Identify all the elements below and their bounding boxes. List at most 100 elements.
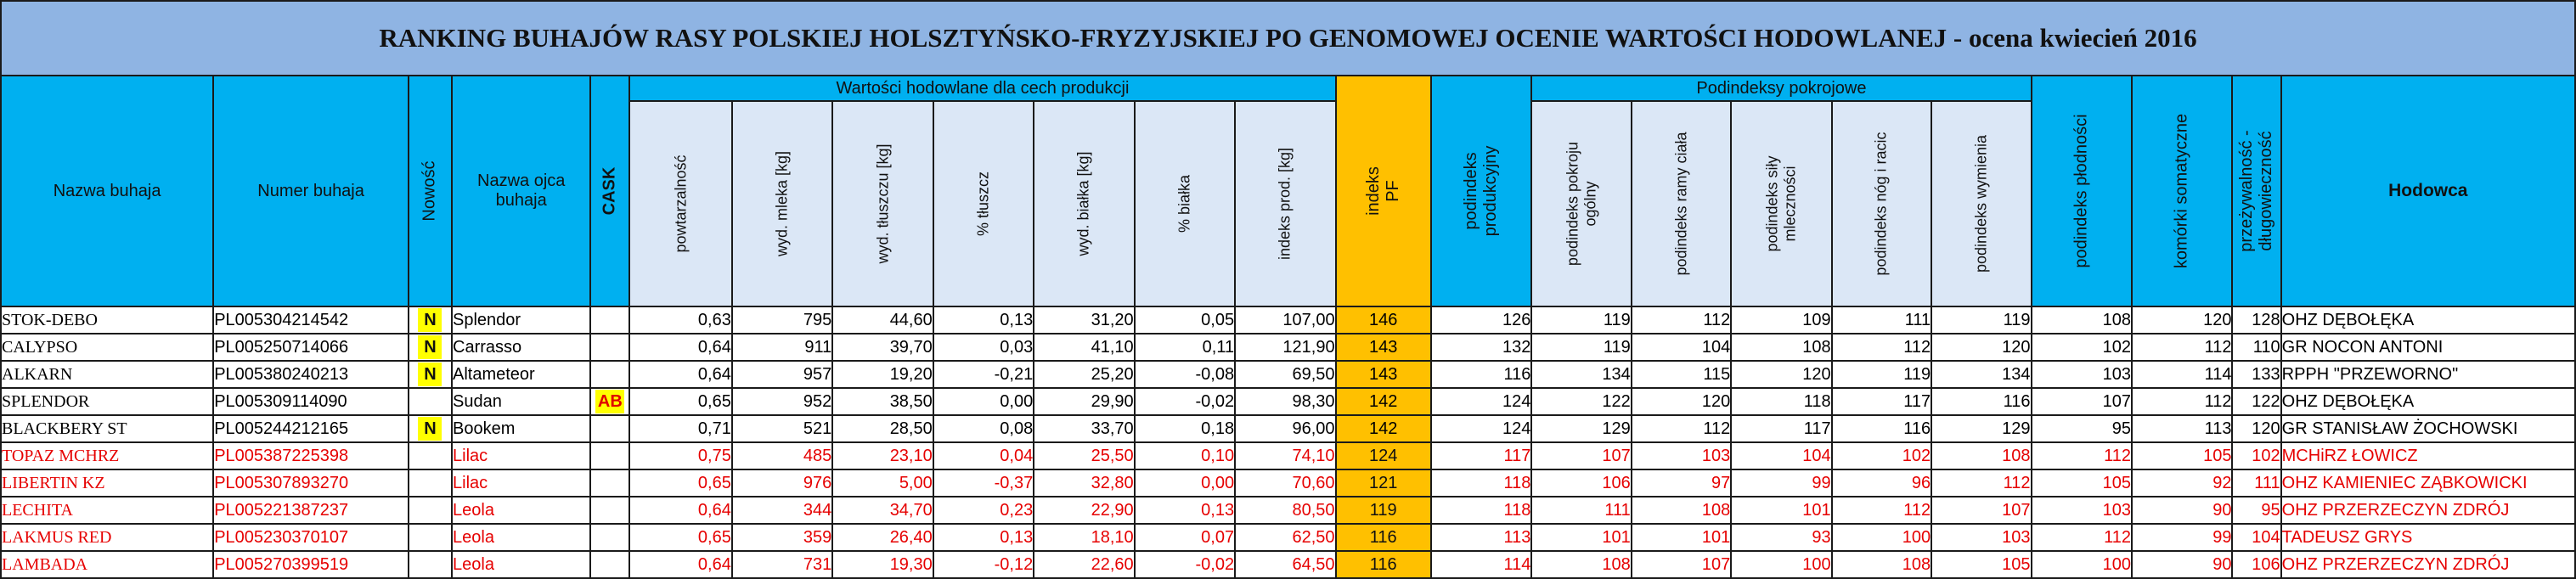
header-fertility[interactable]: podindeks płodności <box>2030 75 2134 307</box>
cell-fat[interactable]: 23,10 <box>831 441 934 470</box>
cell-repeat[interactable]: 0,64 <box>628 360 733 389</box>
cell-longevity[interactable]: 110 <box>2231 333 2282 362</box>
cell-breeder[interactable]: OHZ PRZERZECZYN ZDRÓJ <box>2280 496 2576 525</box>
cell-protein[interactable]: 29,90 <box>1033 387 1136 416</box>
cell-strength[interactable]: 117 <box>1730 414 1833 443</box>
cell-udder[interactable]: 108 <box>1931 441 2032 470</box>
cell-number[interactable]: PL005230370107 <box>212 523 409 552</box>
cell-fat-pct[interactable]: 0,04 <box>932 441 1035 470</box>
cell-new[interactable] <box>407 523 454 552</box>
cell-name[interactable]: LECHITA <box>0 496 215 525</box>
cell-fat-pct[interactable]: -0,12 <box>932 550 1035 579</box>
cell-frame[interactable]: 104 <box>1630 333 1733 362</box>
cell-protein[interactable]: 33,70 <box>1033 414 1136 443</box>
cell-number[interactable]: PL005304214542 <box>212 306 409 334</box>
cell-protein-pct[interactable]: 0,05 <box>1133 306 1237 334</box>
cell-legs[interactable]: 116 <box>1830 414 1933 443</box>
cell-prod-index[interactable]: 70,60 <box>1234 469 1337 497</box>
cell-protein-pct[interactable]: 0,10 <box>1133 441 1237 470</box>
header-pf-index[interactable]: indeks PF <box>1334 75 1432 307</box>
cell-cask[interactable] <box>589 469 631 497</box>
cell-protein-pct[interactable]: -0,02 <box>1133 550 1237 579</box>
cell-protein-pct[interactable]: 0,00 <box>1133 469 1237 497</box>
header-new[interactable]: Nowość <box>407 75 454 307</box>
cell-fat[interactable]: 28,50 <box>831 414 934 443</box>
cell-form-general[interactable]: 122 <box>1530 387 1632 416</box>
cell-cask[interactable] <box>589 523 631 552</box>
header-frame[interactable]: podindeks ramy ciała <box>1630 100 1733 307</box>
cell-protein[interactable]: 41,10 <box>1033 333 1136 362</box>
cell-prod-sub[interactable]: 118 <box>1429 496 1533 525</box>
header-prod-index[interactable]: indeks prod. [kg] <box>1234 100 1337 307</box>
header-repeat[interactable]: powtarzalność <box>628 100 733 307</box>
cell-protein-pct[interactable]: 0,18 <box>1133 414 1237 443</box>
header-breeder[interactable]: Hodowca <box>2280 75 2576 307</box>
table-row[interactable]: BLACKBERY ST PL005244212165 N Bookem 0,71 521… <box>0 414 2576 443</box>
table-row[interactable]: LECHITA PL005221387237 Leola 0,64 344 34,70 0,… <box>0 496 2576 525</box>
cell-name[interactable]: LAKMUS RED <box>0 523 215 552</box>
cell-breeder[interactable]: GR NOCON ANTONI <box>2280 333 2576 362</box>
header-protein[interactable]: wyd. białka [kg] <box>1033 100 1136 307</box>
cell-number[interactable]: PL005244212165 <box>212 414 409 443</box>
cell-udder[interactable]: 119 <box>1931 306 2032 334</box>
cell-new[interactable] <box>407 550 454 579</box>
cell-new[interactable]: N <box>407 360 454 389</box>
header-udder[interactable]: podindeks wymienia <box>1931 100 2032 307</box>
cell-strength[interactable]: 99 <box>1730 469 1833 497</box>
cell-form-general[interactable]: 119 <box>1530 306 1632 334</box>
cell-longevity[interactable]: 106 <box>2231 550 2282 579</box>
cell-protein-pct[interactable]: 0,11 <box>1133 333 1237 362</box>
cell-fertility[interactable]: 105 <box>2030 469 2134 497</box>
header-strength[interactable]: podindeks siły mleczności <box>1730 100 1833 307</box>
cell-father[interactable]: Leola <box>450 523 592 552</box>
cell-longevity[interactable]: 111 <box>2231 469 2282 497</box>
cell-udder[interactable]: 116 <box>1931 387 2032 416</box>
cell-longevity[interactable]: 133 <box>2231 360 2282 389</box>
cell-fertility[interactable]: 95 <box>2030 414 2134 443</box>
cell-fat-pct[interactable]: 0,13 <box>932 306 1035 334</box>
cell-number[interactable]: PL005387225398 <box>212 441 409 470</box>
cell-pf-index[interactable]: 143 <box>1334 360 1432 389</box>
cell-milk[interactable]: 359 <box>730 523 834 552</box>
header-cask[interactable]: CASK <box>589 75 631 307</box>
cell-fertility[interactable]: 100 <box>2030 550 2134 579</box>
cell-fat[interactable]: 19,30 <box>831 550 934 579</box>
cell-form-general[interactable]: 107 <box>1530 441 1632 470</box>
header-somatic[interactable]: komórki somatyczne <box>2130 75 2234 307</box>
cell-milk[interactable]: 957 <box>730 360 834 389</box>
cell-somatic[interactable]: 112 <box>2130 333 2234 362</box>
cell-father[interactable]: Lilac <box>450 441 592 470</box>
cell-number[interactable]: PL005250714066 <box>212 333 409 362</box>
cell-form-general[interactable]: 119 <box>1530 333 1632 362</box>
table-row[interactable]: SPLENDOR PL005309114090 Sudan AB 0,65 952 38,5… <box>0 387 2576 416</box>
cell-legs[interactable]: 119 <box>1830 360 1933 389</box>
cell-strength[interactable]: 101 <box>1730 496 1833 525</box>
cell-prod-index[interactable]: 62,50 <box>1234 523 1337 552</box>
table-row[interactable]: LAMBADA PL005270399519 Leola 0,64 731 19,30 -0… <box>0 550 2576 579</box>
cell-new[interactable] <box>407 441 454 470</box>
cell-repeat[interactable]: 0,71 <box>628 414 733 443</box>
cell-fat[interactable]: 19,20 <box>831 360 934 389</box>
cell-protein[interactable]: 31,20 <box>1033 306 1136 334</box>
cell-protein[interactable]: 22,90 <box>1033 496 1136 525</box>
cell-protein[interactable]: 25,50 <box>1033 441 1136 470</box>
cell-prod-sub[interactable]: 113 <box>1429 523 1533 552</box>
cell-repeat[interactable]: 0,64 <box>628 550 733 579</box>
cell-udder[interactable]: 103 <box>1931 523 2032 552</box>
cell-legs[interactable]: 102 <box>1830 441 1933 470</box>
table-row[interactable]: ALKARN PL005380240213 N Altameteor 0,64 957 19… <box>0 360 2576 389</box>
cell-new[interactable]: N <box>407 414 454 443</box>
cell-prod-index[interactable]: 69,50 <box>1234 360 1337 389</box>
cell-form-general[interactable]: 106 <box>1530 469 1632 497</box>
cell-milk[interactable]: 344 <box>730 496 834 525</box>
cell-fat[interactable]: 39,70 <box>831 333 934 362</box>
cell-udder[interactable]: 129 <box>1931 414 2032 443</box>
cell-strength[interactable]: 120 <box>1730 360 1833 389</box>
table-row[interactable]: CALYPSO PL005250714066 N Carrasso 0,64 911 39,… <box>0 333 2576 362</box>
cell-prod-sub[interactable]: 114 <box>1429 550 1533 579</box>
cell-father[interactable]: Altameteor <box>450 360 592 389</box>
cell-form-general[interactable]: 111 <box>1530 496 1632 525</box>
cell-protein-pct[interactable]: -0,08 <box>1133 360 1237 389</box>
cell-protein-pct[interactable]: 0,13 <box>1133 496 1237 525</box>
header-name[interactable]: Nazwa buhaja <box>0 75 215 307</box>
